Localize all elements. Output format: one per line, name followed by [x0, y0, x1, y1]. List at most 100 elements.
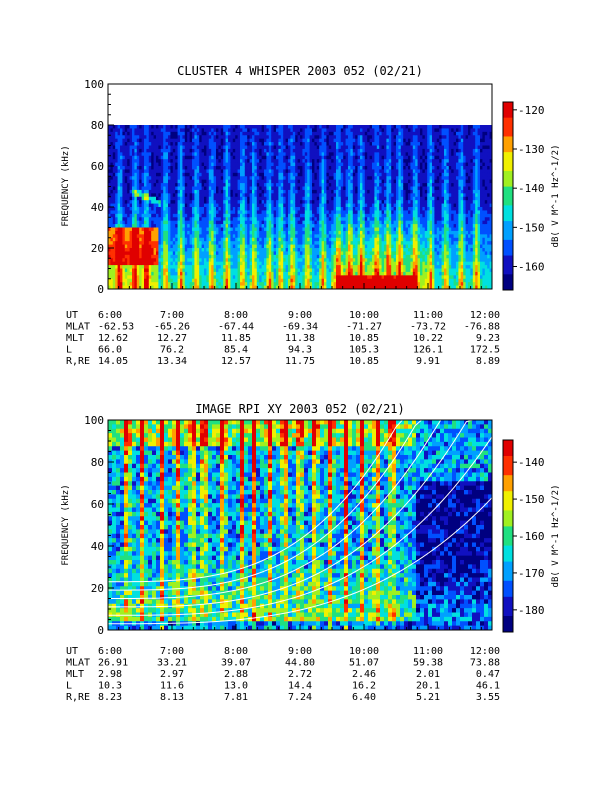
- spectrogram-cell: [165, 169, 169, 174]
- spectrogram-cell: [194, 148, 198, 153]
- spectrogram-cell: [271, 183, 274, 187]
- spectrogram-cell: [148, 159, 152, 163]
- spectrogram-cell: [187, 271, 190, 276]
- spectrogram-cell: [276, 207, 279, 211]
- spectrogram-cell: [216, 241, 219, 245]
- spectrogram-cell: [254, 155, 258, 160]
- spectrogram-cell: [343, 148, 346, 153]
- spectrogram-cell: [192, 210, 195, 215]
- spectrogram-cell: [153, 179, 157, 184]
- spectrogram-cell: [160, 248, 164, 252]
- spectrogram-cell: [220, 166, 224, 170]
- spectrogram-cell: [237, 166, 241, 170]
- spectrogram-cell: [340, 248, 344, 252]
- spectrogram-cell: [355, 186, 358, 191]
- spectrogram-cell: [172, 278, 176, 283]
- spectrogram-cell: [345, 189, 349, 194]
- spectrogram-cell: [127, 176, 130, 181]
- spectrogram-cell: [256, 271, 260, 276]
- spectrogram-cell: [225, 241, 229, 245]
- spectrogram-cell: [285, 248, 289, 252]
- spectrogram-cell: [199, 155, 202, 160]
- spectrogram-cell: [230, 169, 234, 174]
- spectrogram-cell: [160, 224, 164, 228]
- spectrogram-cell: [324, 196, 327, 201]
- spectrogram-cell: [302, 258, 306, 263]
- spectrogram-cell: [242, 237, 246, 242]
- spectrogram-cell: [326, 172, 330, 177]
- spectrogram-cell: [352, 200, 356, 204]
- spectrogram-cell: [309, 145, 313, 150]
- spectrogram-cell: [110, 142, 114, 146]
- spectrogram-cell: [163, 162, 166, 167]
- spectrogram-cell: [168, 176, 171, 181]
- spectrogram-cell: [273, 258, 277, 263]
- spectrogram-cell: [165, 268, 169, 273]
- spectrogram-cell: [242, 244, 246, 249]
- spectrogram-cell: [314, 135, 318, 140]
- spectrogram-cell: [326, 166, 330, 170]
- spectrogram-cell: [350, 162, 354, 167]
- spectrogram-cell: [153, 148, 157, 153]
- spectrogram-cell: [204, 268, 207, 273]
- spectrogram-cell: [115, 275, 118, 280]
- spectrogram-cell: [276, 275, 279, 280]
- spectrogram-cell: [146, 152, 150, 157]
- spectrogram-cell: [288, 145, 291, 150]
- spectrogram-cell: [328, 213, 332, 218]
- spectrogram-cell: [261, 241, 265, 245]
- cluster-panel-title: CLUSTER 4 WHISPER 2003 052 (02/21): [177, 64, 423, 78]
- spectrogram-cell: [139, 237, 142, 242]
- spectrogram-cell: [280, 183, 284, 187]
- spectrogram-cell: [124, 237, 128, 242]
- spectrogram-cell: [309, 237, 313, 242]
- spectrogram-cell: [115, 135, 118, 140]
- spectrogram-cell: [158, 207, 162, 211]
- spectrogram-cell: [144, 275, 147, 280]
- spectrogram-cell: [273, 159, 277, 163]
- spectrogram-cell: [213, 148, 217, 153]
- spectrogram-cell: [192, 142, 195, 146]
- spectrogram-cell: [120, 155, 123, 160]
- spectrogram-cell: [271, 196, 274, 201]
- spectrogram-cell: [259, 183, 262, 187]
- spectrogram-cell: [256, 166, 260, 170]
- spectrogram-cell: [261, 145, 265, 150]
- spectrogram-cell: [225, 230, 229, 235]
- spectrogram-cell: [141, 271, 145, 276]
- spectrogram-cell: [225, 125, 229, 129]
- spectrogram-cell: [108, 200, 111, 204]
- spectrogram-cell: [134, 213, 138, 218]
- spectrogram-cell: [237, 193, 241, 198]
- spectrogram-cell: [206, 261, 210, 266]
- spectrogram-cell: [333, 210, 337, 215]
- spectrogram-cell: [295, 138, 298, 143]
- spectrogram-cell: [160, 237, 164, 242]
- spectrogram-cell: [199, 189, 202, 194]
- spectrogram-cell: [235, 193, 238, 198]
- spectrogram-cell: [216, 207, 219, 211]
- spectrogram-cell: [271, 148, 274, 153]
- spectrogram-cell: [254, 169, 258, 174]
- spectrogram-cell: [122, 261, 126, 266]
- spectrogram-cell: [177, 207, 181, 211]
- spectrogram-cell: [225, 285, 229, 290]
- spectrogram-cell: [271, 162, 274, 167]
- spectrogram-cell: [117, 200, 121, 204]
- spectrogram-cell: [328, 230, 332, 235]
- spectrogram-cell: [345, 152, 349, 157]
- spectrogram-cell: [124, 169, 128, 174]
- spectrogram-cell: [273, 145, 277, 150]
- spectrogram-cell: [309, 258, 313, 263]
- spectrogram-cell: [134, 248, 138, 252]
- spectrogram-cell: [177, 254, 181, 259]
- spectrogram-cell: [261, 166, 265, 170]
- spectrogram-cell: [314, 138, 318, 143]
- spectrogram-cell: [338, 152, 342, 157]
- spectrogram-cell: [206, 176, 210, 181]
- spectrogram-cell: [244, 217, 248, 222]
- spectrogram-cell: [261, 183, 265, 187]
- spectrogram-cell: [153, 244, 157, 249]
- spectrogram-cell: [120, 166, 123, 170]
- spectrogram-cell: [309, 142, 313, 146]
